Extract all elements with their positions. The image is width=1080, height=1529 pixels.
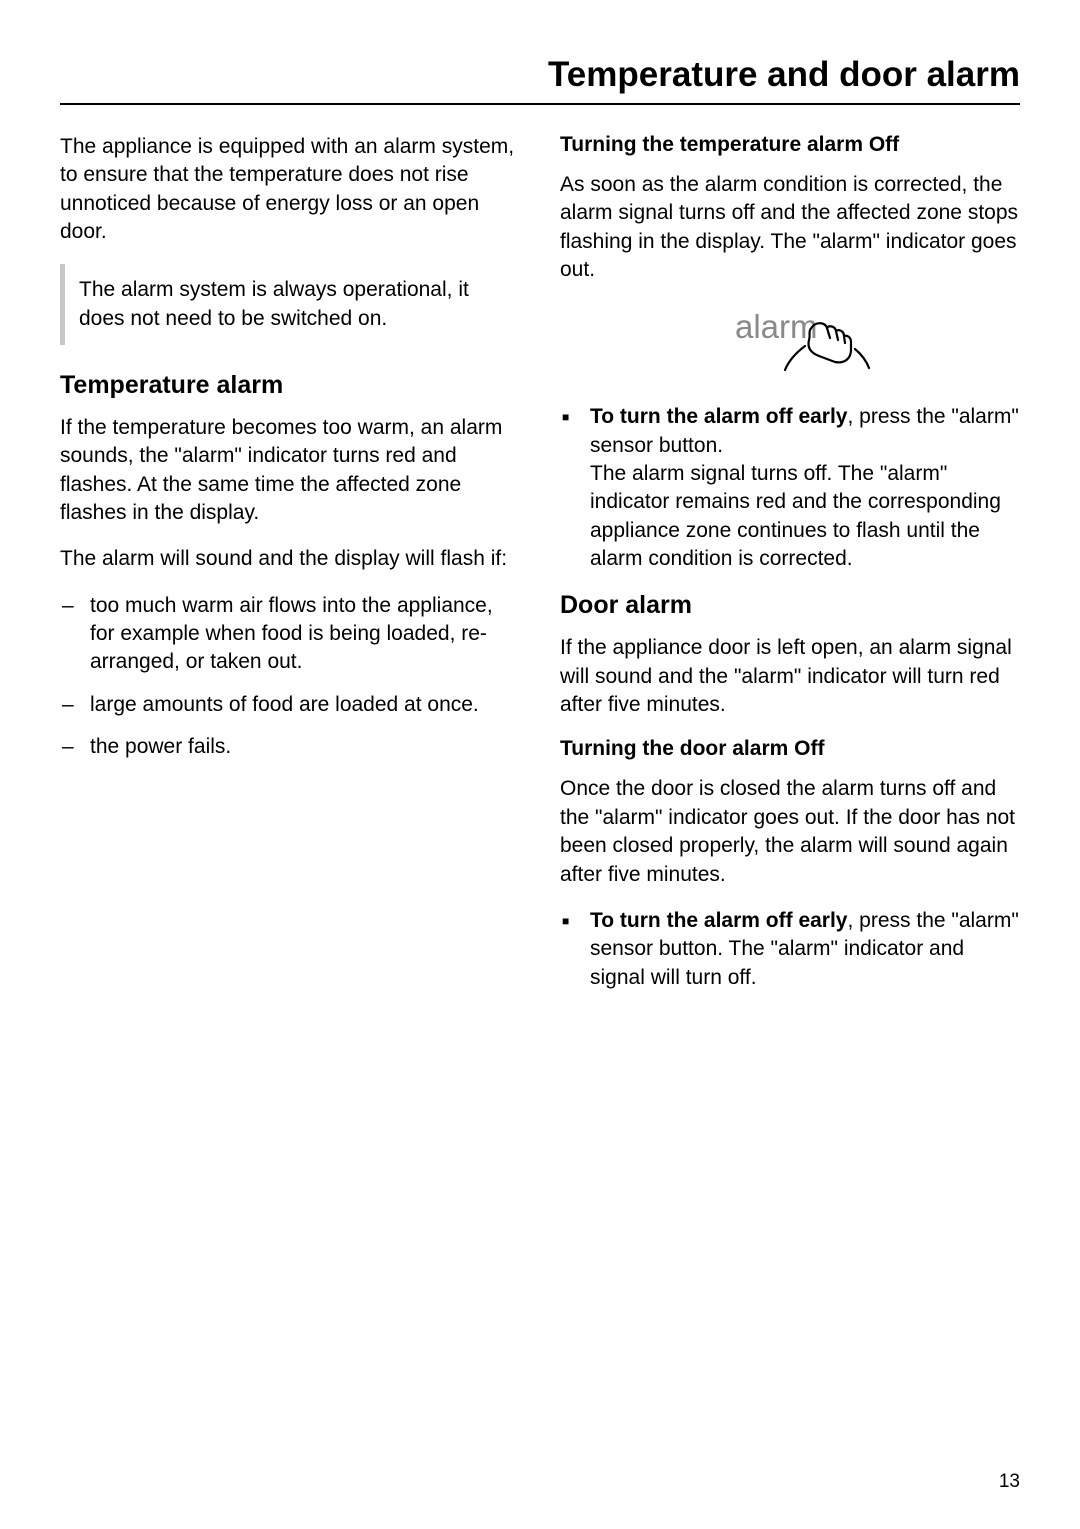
alarm-label-text: alarm <box>735 308 818 345</box>
list-item: large amounts of food are loaded at once… <box>60 691 520 719</box>
content-columns: The appliance is equipped with an alarm … <box>60 133 1020 1010</box>
left-column: The appliance is equipped with an alarm … <box>60 133 520 1010</box>
intro-paragraph: The appliance is equipped with an alarm … <box>60 133 520 246</box>
door-alarm-para: If the appliance door is left open, an a… <box>560 634 1020 719</box>
list-item: To turn the alarm off early, press the "… <box>560 907 1020 992</box>
list-item: the power fails. <box>60 733 520 761</box>
list-item: To turn the alarm off early, press the "… <box>560 403 1020 573</box>
temp-alarm-action-list: To turn the alarm off early, press the "… <box>560 403 1020 573</box>
door-off-para: Once the door is closed the alarm turns … <box>560 775 1020 888</box>
list-item: too much warm air flows into the applian… <box>60 592 520 677</box>
info-box: The alarm system is always operational, … <box>60 264 520 345</box>
page-number: 13 <box>999 1471 1020 1493</box>
door-alarm-heading: Door alarm <box>560 591 1020 620</box>
temp-alarm-para1: If the temperature becomes too warm, an … <box>60 414 520 527</box>
door-alarm-action-list: To turn the alarm off early, press the "… <box>560 907 1020 992</box>
temp-off-para: As soon as the alarm condition is correc… <box>560 171 1020 284</box>
action-bold-text: To turn the alarm off early <box>590 405 848 428</box>
action-bold-text: To turn the alarm off early <box>590 909 848 932</box>
temperature-alarm-heading: Temperature alarm <box>60 371 520 400</box>
right-column: Turning the temperature alarm Off As soo… <box>560 133 1020 1010</box>
page-title: Temperature and door alarm <box>60 55 1020 105</box>
alarm-touch-icon: alarm <box>560 304 1020 379</box>
turning-door-alarm-off-heading: Turning the door alarm Off <box>560 737 1020 761</box>
turning-temp-alarm-off-heading: Turning the temperature alarm Off <box>560 133 1020 157</box>
temp-alarm-para2: The alarm will sound and the display wil… <box>60 545 520 573</box>
alarm-conditions-list: too much warm air flows into the applian… <box>60 592 520 762</box>
action-body-text: The alarm signal turns off. The "alarm" … <box>590 462 1001 570</box>
